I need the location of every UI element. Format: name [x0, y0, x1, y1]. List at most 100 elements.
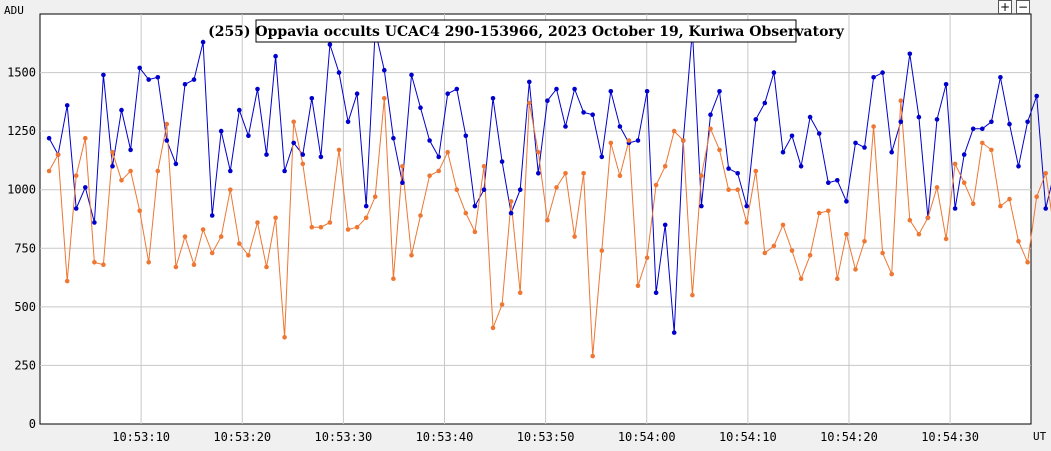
series-1-point	[436, 154, 442, 160]
series-2-point	[300, 161, 306, 167]
series-1-point	[1016, 164, 1021, 169]
series-1-point	[309, 96, 315, 101]
series-2-point	[73, 173, 79, 178]
series-2-point	[527, 100, 532, 106]
series-2-point	[717, 147, 722, 153]
series-2-point	[572, 234, 577, 239]
series-2-point	[436, 168, 442, 174]
series-2-point	[309, 224, 315, 230]
series-2-point	[191, 262, 197, 268]
x-tick-label: 10:54:20	[820, 430, 878, 444]
series-2-point	[291, 119, 297, 125]
series-2-point	[92, 260, 97, 265]
series-2-point	[989, 147, 994, 153]
series-2-point	[481, 164, 487, 169]
series-1-point	[536, 171, 541, 176]
series-1-point	[182, 82, 188, 87]
series-2-point	[327, 220, 333, 225]
series-1-point	[780, 149, 786, 155]
series-1-point	[726, 166, 731, 171]
series-2-point	[943, 236, 949, 242]
series-1-point	[318, 154, 324, 160]
series-1-point	[798, 164, 804, 169]
series-1-point	[454, 86, 460, 92]
series-1-point	[508, 210, 514, 216]
series-2-point	[798, 276, 804, 282]
y-tick-label: 0	[29, 417, 36, 431]
series-1-point	[961, 152, 967, 157]
series-1-point	[490, 96, 496, 101]
series-1-point	[246, 133, 251, 139]
series-2-point	[826, 208, 831, 214]
series-2-point	[472, 229, 478, 235]
series-1-point	[572, 86, 577, 92]
series-1-point	[218, 128, 224, 134]
series-2-point	[372, 194, 378, 199]
series-1-point	[807, 114, 813, 120]
series-1-point	[300, 152, 306, 157]
series-1-point	[382, 67, 387, 73]
series-1-point	[671, 330, 677, 335]
series-2-point	[699, 173, 704, 178]
series-1-point	[291, 140, 297, 146]
series-2-point	[898, 98, 904, 103]
series-2-point	[726, 187, 731, 192]
series-2-point	[173, 264, 179, 270]
series-2-point	[409, 253, 414, 258]
series-1-point	[200, 39, 206, 45]
series-1-point	[146, 77, 151, 82]
series-2-point	[889, 271, 894, 277]
series-1-point	[952, 206, 958, 211]
series-2-point	[228, 187, 233, 192]
series-2-point	[418, 213, 423, 218]
series-1-point	[1025, 119, 1030, 125]
series-1-point	[789, 133, 795, 139]
zoom-out-button[interactable]: −	[1016, 0, 1030, 14]
series-2-point	[264, 264, 269, 270]
series-1-point	[853, 140, 858, 146]
series-2-point	[490, 325, 496, 331]
series-1-point	[481, 187, 487, 192]
series-2-point	[581, 171, 586, 176]
series-1-point	[708, 112, 713, 117]
series-1-point	[826, 180, 831, 185]
series-2-point	[807, 253, 813, 258]
series-1-point	[354, 91, 360, 96]
series-1-point	[400, 180, 405, 185]
series-2-point	[155, 168, 161, 174]
series-2-point	[64, 278, 70, 284]
series-1-point	[155, 75, 161, 80]
series-lines	[48, 30, 1051, 357]
series-2-point	[400, 164, 405, 169]
series-2-point	[363, 215, 369, 221]
x-tick-label: 10:54:00	[618, 430, 676, 444]
series-2-point	[101, 262, 106, 268]
series-2-point	[853, 267, 858, 272]
series-2-point	[218, 234, 224, 239]
y-tick-label: 1250	[7, 124, 36, 138]
series-1-point	[101, 72, 106, 78]
series-1-point	[191, 77, 197, 82]
series-2-point	[273, 215, 278, 221]
series-1-point	[228, 168, 233, 174]
series-2-point	[590, 353, 595, 359]
series-2-point	[771, 243, 777, 249]
series-2-point	[762, 250, 768, 256]
series-2-point	[681, 138, 686, 143]
series-2-point	[662, 164, 668, 169]
x-tick-label: 10:54:10	[719, 430, 777, 444]
series-2-point	[536, 149, 541, 155]
series-1-point	[463, 133, 469, 139]
series-2-point	[816, 210, 822, 216]
series-1-point	[128, 147, 133, 153]
series-2-point	[608, 140, 614, 146]
series-1-point	[644, 89, 650, 94]
series-2-point	[382, 96, 387, 101]
series-2-point	[246, 253, 251, 258]
y-tick-label: 750	[14, 241, 36, 255]
series-2-point	[563, 171, 568, 176]
series-2-line	[48, 98, 1051, 357]
zoom-in-button[interactable]: +	[998, 0, 1012, 14]
series-2-point	[1025, 260, 1030, 265]
series-1-point	[391, 135, 396, 141]
